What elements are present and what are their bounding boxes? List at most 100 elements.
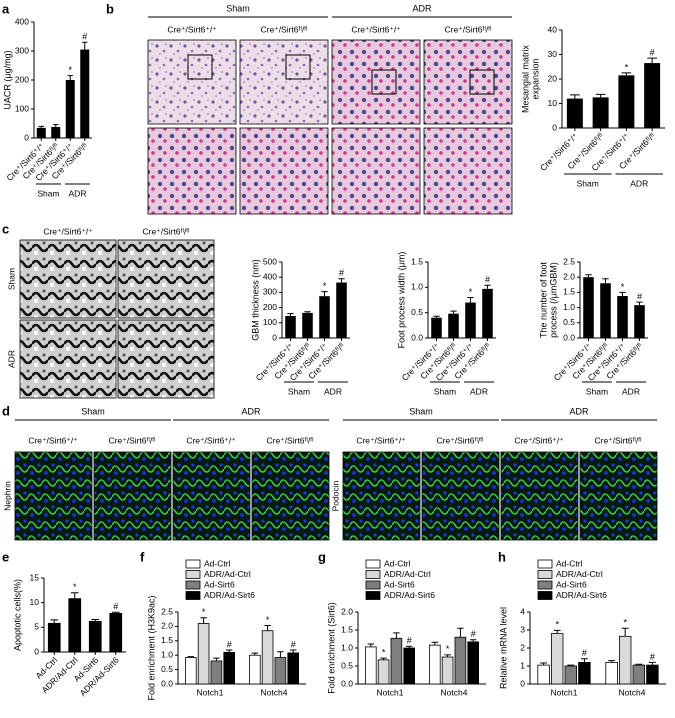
group-label: Sham — [37, 188, 59, 198]
x-tick-label: Notch1 — [377, 687, 404, 697]
bar — [274, 657, 287, 685]
error-bar — [213, 657, 220, 661]
error-bar — [470, 639, 477, 642]
error-bar — [635, 663, 643, 666]
column-header: Cre⁺/Sirt6⁺/⁺ — [351, 24, 401, 34]
error-bar — [595, 93, 606, 98]
y-tick-label: 2.0 — [161, 621, 173, 631]
y-tick-label: 1.0 — [563, 302, 575, 312]
y-tick-label: 100 — [263, 317, 277, 327]
error-bar — [304, 311, 311, 313]
column-header: Cre⁺/Sirt6ᶠˡ/ᶠˡ — [445, 24, 492, 34]
micrograph — [331, 39, 421, 125]
group-header: ADR — [412, 3, 432, 13]
legend-swatch — [365, 591, 381, 600]
panel-label: c — [2, 221, 9, 236]
bar — [566, 98, 583, 128]
bar — [617, 296, 628, 338]
y-tick-label: 0 — [552, 122, 557, 132]
group-label: Sham — [577, 178, 599, 188]
micrograph — [342, 451, 421, 541]
error-bar — [393, 632, 400, 639]
significance-label: # — [291, 639, 296, 649]
y-tick-label: 4 — [520, 606, 525, 616]
error-bar — [433, 315, 440, 318]
micrograph — [331, 127, 421, 215]
significance-label: * — [266, 615, 270, 625]
y-tick-label: 0 — [34, 646, 39, 656]
significance-label: * — [625, 62, 629, 72]
micrograph — [19, 239, 117, 319]
significance-label: * — [623, 618, 627, 628]
bar — [390, 637, 403, 685]
group-label: ADR — [69, 188, 87, 198]
y-tick-label: 0.0 — [563, 332, 575, 342]
bar — [336, 282, 347, 338]
error-bar — [585, 274, 592, 278]
error-bar — [287, 313, 294, 316]
bar — [605, 662, 618, 685]
bar — [583, 277, 594, 338]
column-header: Cre⁺/Sirt6⁺/⁺ — [43, 226, 93, 236]
micrograph — [147, 39, 237, 125]
legend-label: ADR/Ad-Sirt6 — [204, 590, 255, 600]
y-axis-label: Fold enrichment (Sirt6) — [326, 602, 336, 694]
significance-label: # — [650, 48, 655, 58]
legend-label: Ad-Ctrl — [384, 558, 411, 568]
column-header: Cre⁺/Sirt6⁺/⁺ — [28, 435, 78, 445]
micrograph — [14, 451, 93, 541]
y-axis-label: Relative mRNA level — [498, 607, 508, 689]
y-tick-label: 2 — [520, 642, 525, 652]
inset-box — [187, 54, 213, 80]
bar — [551, 633, 564, 685]
y-axis-label: Fold enrichment (H3K9ac) — [146, 595, 156, 700]
significance-label: * — [446, 644, 450, 654]
bar — [223, 651, 236, 685]
y-tick-label: 200 — [15, 74, 29, 84]
micrograph — [239, 39, 329, 125]
group-label: Sham — [288, 386, 310, 396]
legend-swatch — [537, 559, 553, 569]
error-bar — [290, 649, 297, 653]
significance-label: * — [469, 287, 473, 297]
row-label: Podocin — [330, 480, 340, 511]
micrograph — [579, 451, 658, 541]
error-bar — [264, 625, 271, 631]
significance-label: # — [82, 32, 87, 42]
bar — [319, 296, 330, 338]
error-bar — [602, 278, 609, 284]
row-label: Nephrin — [2, 481, 12, 511]
y-tick-label: 300 — [15, 45, 29, 55]
y-tick-label: 0.5 — [341, 660, 353, 670]
error-bar — [619, 291, 626, 297]
y-tick-label: 0 — [520, 678, 525, 688]
error-bar — [553, 629, 561, 634]
bar — [210, 660, 223, 685]
x-tick-label: Notch1 — [197, 687, 224, 697]
legend-label: Ad-Sirt6 — [556, 579, 587, 589]
legend-swatch — [365, 570, 381, 579]
error-bar — [649, 661, 656, 666]
y-tick-label: 30 — [548, 49, 558, 59]
legend-label: ADR/Ad-Ctrl — [204, 569, 251, 579]
y-axis-label: The number of foot — [538, 261, 548, 338]
panel-label: g — [318, 549, 326, 564]
error-bar — [636, 301, 643, 306]
bar — [454, 636, 467, 685]
group-label: ADR — [630, 178, 648, 188]
micrograph — [421, 451, 500, 541]
bar — [80, 49, 90, 138]
error-bar — [111, 611, 120, 614]
error-bar — [251, 652, 258, 656]
error-bar — [277, 651, 284, 658]
y-tick-label: 5 — [34, 622, 39, 632]
column-header: Cre⁺/Sirt6ᶠˡ/ᶠˡ — [595, 435, 642, 445]
legend-label: ADR/Ad-Sirt6 — [556, 590, 607, 600]
x-tick-label: Notch4 — [441, 687, 468, 697]
micrograph — [117, 239, 215, 319]
y-tick-label: 1.5 — [161, 635, 173, 645]
panel-label: f — [140, 549, 145, 564]
significance-label: # — [471, 629, 476, 639]
legend-swatch — [537, 591, 553, 600]
significance-label: * — [68, 65, 72, 75]
